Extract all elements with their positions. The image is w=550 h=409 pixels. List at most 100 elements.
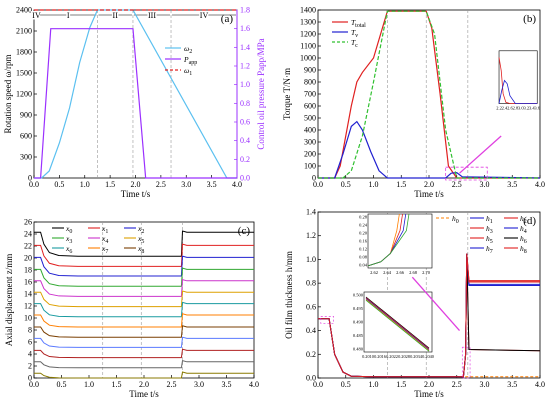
legend-label: ω2 bbox=[184, 44, 192, 55]
y2-tick-label: 0.2 bbox=[240, 155, 250, 164]
x-tick-label: 4.0 bbox=[232, 180, 242, 189]
inset-tick-label: 2.2 bbox=[496, 106, 502, 111]
y-tick-label: 500 bbox=[304, 114, 316, 123]
panel-a: 0.0 0.5 1.0 1.5 2.0 2.5 3.0 3.5 4.0 0 300 600 900 120… bbox=[3, 6, 266, 200]
series-line bbox=[34, 348, 254, 359]
y-tick-label: 26 bbox=[24, 218, 32, 227]
x-axis-label: Time t/s bbox=[129, 389, 159, 399]
x-tick-label: 0.5 bbox=[57, 380, 67, 389]
y2-tick-label: 0.0 bbox=[240, 174, 250, 183]
x-tick-label: 1.0 bbox=[369, 180, 379, 189]
legend-label: Ttotal bbox=[351, 18, 366, 29]
x-tick-label: 3.5 bbox=[207, 180, 217, 189]
inset-bottom-y-tick: 0.485 bbox=[353, 333, 364, 338]
inset-bottom-line bbox=[365, 296, 430, 349]
series-line bbox=[34, 255, 254, 277]
y2-tick-label: 1.8 bbox=[240, 6, 250, 15]
y-tick-label: 1200 bbox=[300, 30, 316, 39]
series-line bbox=[34, 301, 254, 318]
x-tick-label: 2.0 bbox=[424, 180, 434, 189]
x-tick-label: 4.0 bbox=[535, 380, 545, 389]
inset-top-x-tick: 2.64 bbox=[383, 270, 392, 275]
y2-tick-label: 0.8 bbox=[240, 99, 250, 108]
x-tick-label: 0.5 bbox=[341, 380, 351, 389]
y-tick-label: 0.6 bbox=[306, 302, 316, 311]
x-tick-label: 4.0 bbox=[535, 180, 545, 189]
legend-label: x7 bbox=[101, 244, 108, 255]
y2-axis-label: Control oil pressure Papp/MPa bbox=[256, 38, 266, 149]
y-tick-label: 24 bbox=[24, 230, 32, 239]
y-axis-label: Torque T/N·m bbox=[282, 68, 292, 120]
x-tick-label: 3.5 bbox=[507, 380, 517, 389]
y2-tick-label: 1.2 bbox=[240, 62, 250, 71]
zoom-box-right bbox=[461, 346, 471, 379]
inset-frame bbox=[498, 50, 538, 104]
x-tick-label: 3.0 bbox=[480, 380, 490, 389]
x-tick-label: 1.5 bbox=[112, 380, 122, 389]
inset-top-y-tick: 0.08 bbox=[359, 255, 368, 260]
y-tick-label: 300 bbox=[20, 153, 32, 162]
inset-bottom-x-tick: 0.2016 bbox=[374, 354, 387, 359]
inset-bottom-line bbox=[365, 299, 430, 351]
legend-label: x0 bbox=[65, 224, 72, 235]
y-tick-label: 22 bbox=[24, 242, 32, 251]
y2-tick-label: 1.0 bbox=[240, 80, 250, 89]
legend-label: h1 bbox=[486, 214, 493, 225]
y2-tick-label: 0.6 bbox=[240, 118, 250, 127]
legend-label: x4 bbox=[101, 234, 108, 245]
legend-label: h8 bbox=[520, 244, 527, 255]
inset-top-x-tick: 2.70 bbox=[422, 270, 431, 275]
inset-top-frame bbox=[367, 213, 433, 269]
y-tick-label: 1200 bbox=[16, 90, 32, 99]
series-line bbox=[34, 28, 237, 179]
x-tick-label: 4.0 bbox=[249, 380, 259, 389]
y-tick-label: 0.0 bbox=[306, 374, 316, 383]
series-line bbox=[34, 9, 237, 179]
x-tick-label: 2.0 bbox=[139, 380, 149, 389]
x-axis-label: Time t/s bbox=[414, 189, 444, 199]
inset-bottom-x-tick: 0.2034 bbox=[410, 354, 423, 359]
inset-top-y-tick: 0.12 bbox=[359, 247, 367, 252]
legend-label: h0 bbox=[452, 214, 459, 225]
series-line bbox=[34, 359, 254, 369]
x-tick-label: 3.5 bbox=[507, 180, 517, 189]
y-tick-label: 600 bbox=[20, 132, 32, 141]
legend-label: x8 bbox=[137, 244, 144, 255]
inset-bottom-y-tick: 0.495 bbox=[353, 306, 364, 311]
y-tick-label: 20 bbox=[24, 254, 32, 263]
y-tick-label: 400 bbox=[304, 126, 316, 135]
legend-label: Papp bbox=[183, 55, 197, 66]
series-line bbox=[34, 325, 254, 338]
y-tick-label: 800 bbox=[304, 78, 316, 87]
inset-bottom-line bbox=[365, 298, 430, 350]
plot-frame bbox=[33, 9, 238, 179]
inset-top-y-tick: 0.04 bbox=[359, 263, 368, 268]
y-tick-label: 16 bbox=[24, 278, 32, 287]
y-axis-label: Oil film thickness h/mm bbox=[284, 251, 294, 339]
inset-top-y-tick: 0.16 bbox=[359, 239, 368, 244]
x-tick-label: 3.0 bbox=[480, 180, 490, 189]
phase-label: I bbox=[67, 11, 70, 20]
y2-tick-label: 1.4 bbox=[240, 43, 250, 52]
y-tick-label: 0.2 bbox=[306, 350, 316, 359]
series-line bbox=[34, 290, 254, 308]
zoom-arrow bbox=[411, 276, 461, 332]
inset-tick-label: 2.8 bbox=[513, 106, 519, 111]
inset-bottom-y-tick: 0.480 bbox=[353, 347, 364, 352]
y-tick-label: 0 bbox=[312, 174, 316, 183]
inset-bottom-y-tick: 0.490 bbox=[353, 320, 364, 325]
inset-top-line bbox=[367, 213, 410, 267]
series-line bbox=[34, 278, 254, 297]
legend-label: x1 bbox=[101, 224, 108, 235]
y-tick-label: 4 bbox=[28, 350, 32, 359]
y-tick-label: 2 bbox=[28, 362, 32, 371]
panel-c: 0.0 0.5 1.0 1.5 2.0 2.5 3.0 3.5 4.00246810121416… bbox=[4, 218, 259, 400]
x-tick-label: 0.0 bbox=[313, 380, 323, 389]
inset-top-y-tick: 0.24 bbox=[359, 223, 368, 228]
legend-label: Tc bbox=[351, 38, 358, 49]
inset-top-x-tick: 2.68 bbox=[409, 270, 418, 275]
y-tick-label: 700 bbox=[304, 90, 316, 99]
y-tick-label: 1800 bbox=[16, 48, 32, 57]
x-tick-label: 2.0 bbox=[424, 380, 434, 389]
y-tick-label: 2400 bbox=[16, 6, 32, 15]
